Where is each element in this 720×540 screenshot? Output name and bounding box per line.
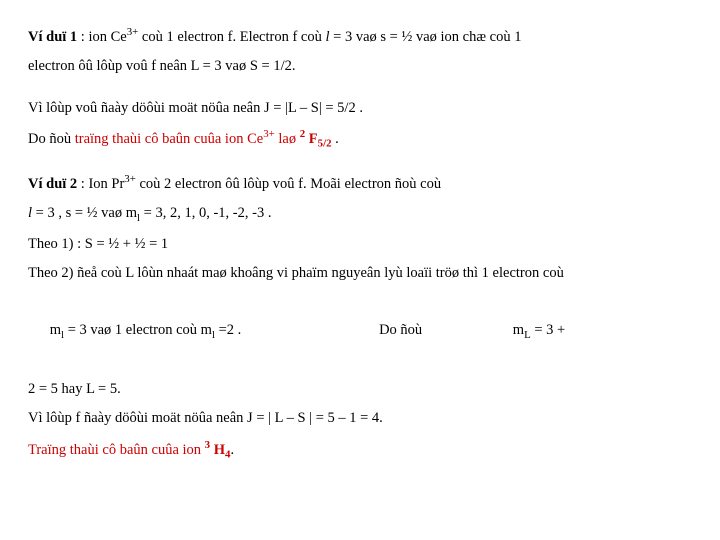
- ex2-text-b: coù 2 electron ôû lôùp voû f. Moãi elect…: [136, 176, 441, 192]
- ex2-l5c: =2 .: [215, 322, 241, 338]
- ex2-ion-sup: 3+: [124, 173, 136, 185]
- ex1-line4: Do ñoù traïng thaùi cô baûn cuûa ion Ce3…: [28, 124, 692, 154]
- ex2-term-letter: H: [210, 441, 225, 457]
- ex1-term-sub: 5/2: [318, 138, 332, 150]
- ex2-l5-gap2: [422, 322, 513, 338]
- ex2-l2c: = 3, 2, 1, 0, -1, -2, -3 .: [140, 205, 271, 221]
- example-1: Ví duï 1 : ion Ce3+ coù 1 electron f. El…: [28, 22, 692, 81]
- ex2-line3: Theo 1) : S = ½ + ½ = 1: [28, 231, 692, 259]
- ex1-l4-red: traïng thaùi cô baûn cuûa ion Ce: [75, 131, 263, 147]
- ex1-line3: Vì lôùp voû ñaày döôùi moät nöûa neân J …: [28, 95, 692, 123]
- ex2-l5a: m: [50, 322, 61, 338]
- ex2-line1: Ví duï 2 : Ion Pr3+ coù 2 electron ôû lô…: [28, 169, 692, 198]
- ex2-l5e: m: [513, 322, 524, 338]
- ex2-line4: Theo 2) ñeå coù L lôùn nhaát maø khoâng …: [28, 260, 692, 288]
- ex1-term-letter: F: [305, 131, 317, 147]
- ex1-l4c: .: [332, 131, 339, 147]
- ex1-l4a: Do ñoù: [28, 131, 75, 147]
- ex2-l2b: = 3 , s = ½ vaø m: [32, 205, 137, 221]
- ex2-label: Ví duï 2: [28, 176, 77, 192]
- ex1-text-c: = 3 vaø s = ½ vaø ion chæ coù 1: [330, 29, 522, 45]
- ex2-line2: l = 3 , s = ½ vaø ml = 3, 2, 1, 0, -1, -…: [28, 200, 692, 229]
- ex1-l4-red-b: laø: [275, 131, 300, 147]
- ex1-text-b: coù 1 electron f. Electron f coù: [138, 29, 325, 45]
- ex2-l5-gap1: [241, 322, 379, 338]
- ex1-label: Ví duï 1: [28, 29, 77, 45]
- example-2: Ví duï 2 : Ion Pr3+ coù 2 electron ôû lô…: [28, 169, 692, 465]
- ex1-line2: electron ôû lôùp voû f neân L = 3 vaø S …: [28, 53, 692, 81]
- example-1b: Vì lôùp voû ñaày döôùi moät nöûa neân J …: [28, 95, 692, 155]
- ex1-line1: Ví duï 1 : ion Ce3+ coù 1 electron f. El…: [28, 22, 692, 51]
- ex2-l8b: .: [230, 441, 234, 457]
- ex1-text-a: : ion Ce: [77, 29, 127, 45]
- ex1-ion-sup: 3+: [127, 26, 139, 38]
- ex2-l8-red: Traïng thaùi cô baûn cuûa ion: [28, 441, 205, 457]
- document-page: Ví duï 1 : ion Ce3+ coù 1 electron f. El…: [0, 0, 720, 489]
- ex2-l5f: = 3 +: [531, 322, 565, 338]
- ex2-line7: Vì lôùp f ñaày döôùi moät nöûa neân J = …: [28, 405, 692, 433]
- ex2-l5-sub3: L: [524, 329, 531, 341]
- ex2-text-a: : Ion Pr: [77, 176, 124, 192]
- ex2-line8: Traïng thaùi cô baûn cuûa ion 3 H4.: [28, 435, 692, 465]
- ex2-line6: 2 = 5 hay L = 5.: [28, 376, 692, 404]
- ex2-l5b: = 3 vaø 1 electron coù m: [64, 322, 212, 338]
- ex2-line5: ml = 3 vaø 1 electron coù ml =2 . Do ñoù…: [28, 290, 692, 374]
- ex1-l4-red-sup: 3+: [263, 128, 275, 140]
- ex2-l5d: Do ñoù: [379, 322, 422, 338]
